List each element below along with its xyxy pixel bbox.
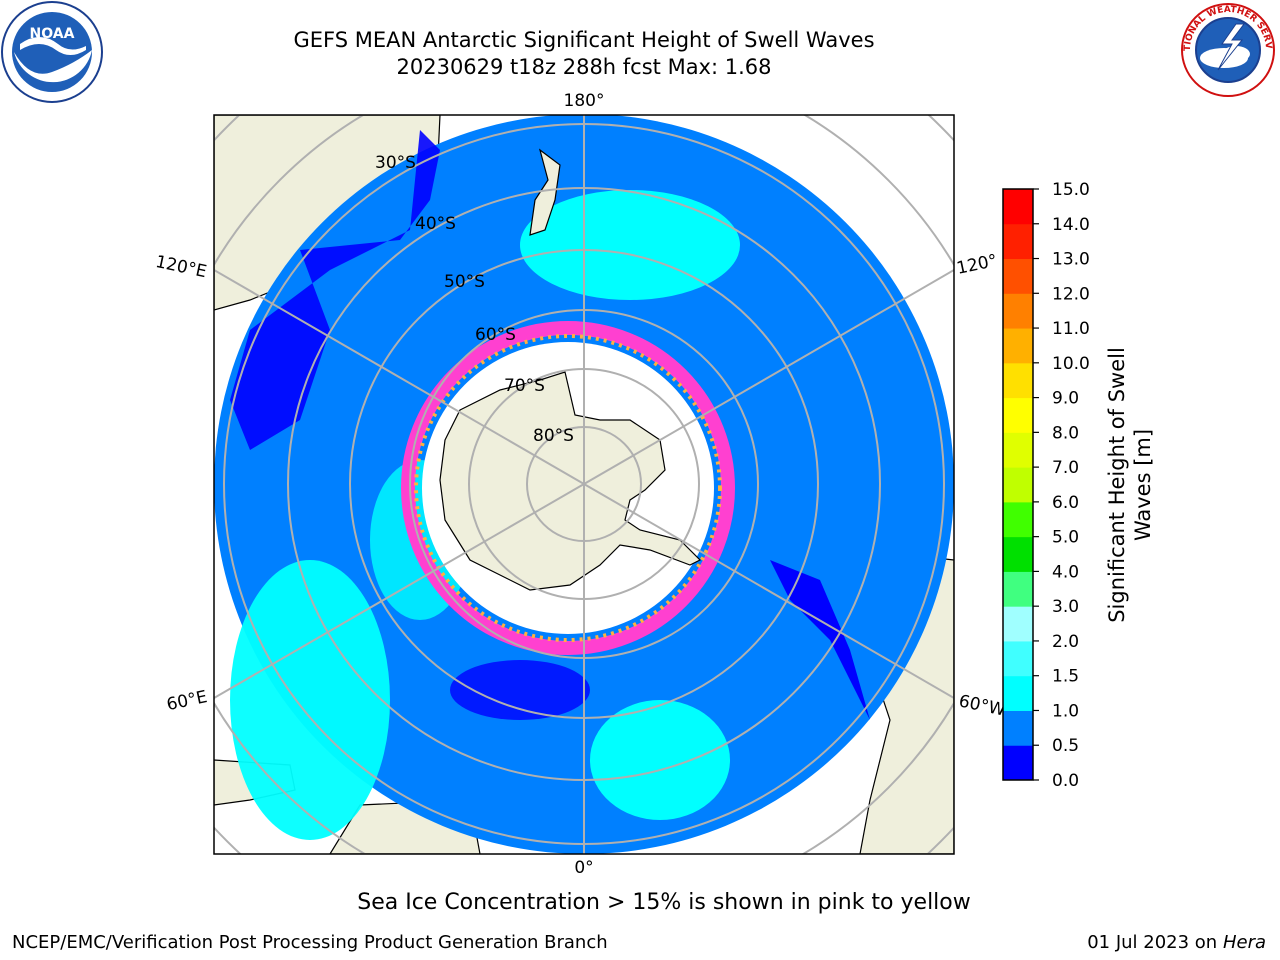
lon-label-60w: 60°W xyxy=(957,691,1007,720)
lon-label-0: 0° xyxy=(574,858,593,878)
colorbar-tick-label: 6.0 xyxy=(1052,493,1079,513)
colorbar-segment xyxy=(1003,432,1033,468)
lat-label-30s: 30°S xyxy=(375,153,416,173)
colorbar-tick-label: 1.5 xyxy=(1052,667,1079,687)
colorbar-tick-label: 0.0 xyxy=(1052,771,1079,791)
colorbar-segment xyxy=(1003,362,1033,399)
colorbar-tick-label: 14.0 xyxy=(1052,215,1090,235)
colorbar-segment xyxy=(1003,293,1033,329)
footer-date: 01 Jul 2023 on Hera xyxy=(1087,932,1266,953)
colorbar-segment xyxy=(1003,710,1033,746)
noaa-logo-text: NOAA xyxy=(30,26,75,42)
colorbar-label-line2: Waves [m] xyxy=(1131,429,1155,541)
colorbar-tick-label: 4.0 xyxy=(1052,562,1079,582)
colorbar-tick-label: 0.5 xyxy=(1052,736,1079,756)
map-subtitle: 20230629 t18z 288h fcst Max: 1.68 xyxy=(396,55,772,79)
colorbar-segment xyxy=(1003,397,1033,433)
colorbar-segment xyxy=(1003,223,1033,260)
graticule xyxy=(214,115,954,854)
colorbar-label-line1: Significant Height of Swell xyxy=(1105,347,1129,623)
lat-label-50s: 50°S xyxy=(444,272,485,292)
lat-label-80s: 80°S xyxy=(533,426,574,446)
colorbar-tick-label: 5.0 xyxy=(1052,528,1079,548)
colorbar-tick-label: 9.0 xyxy=(1052,389,1079,409)
colorbar-tick-label: 7.0 xyxy=(1052,458,1079,478)
sea-ice-note: Sea Ice Concentration > 15% is shown in … xyxy=(357,890,971,915)
new-zealand-land xyxy=(529,148,561,236)
colorbar-segment xyxy=(1003,640,1033,677)
colorbar-tick-label: 1.0 xyxy=(1052,701,1079,721)
colorbar-tick-label: 3.0 xyxy=(1052,597,1079,617)
colorbar-segment xyxy=(1003,536,1033,572)
lon-label-120w: 120° xyxy=(955,251,999,279)
colorbar-tick-label: 13.0 xyxy=(1052,250,1090,270)
sea-ice-edge-inner xyxy=(414,334,722,642)
colorbar-segment xyxy=(1003,571,1033,607)
low-swell-area xyxy=(450,660,590,720)
colorbar-tick-label: 2.0 xyxy=(1052,632,1079,652)
colorbar-segment xyxy=(1003,745,1033,781)
noaa-logo-icon: NOAA xyxy=(1,1,103,103)
low-swell-area xyxy=(770,560,870,720)
lat-label-40s: 40°S xyxy=(415,214,456,234)
colorbar-segment xyxy=(1003,189,1033,225)
lon-label-180: 180° xyxy=(564,91,605,111)
colorbar-segment xyxy=(1003,606,1033,642)
colorbar-segment xyxy=(1003,675,1033,711)
lat-label-60s: 60°S xyxy=(475,325,516,345)
colorbar-segment xyxy=(1003,258,1033,294)
colorbar-tick-label: 8.0 xyxy=(1052,423,1079,443)
map-frame xyxy=(213,114,955,855)
sea-ice-edge xyxy=(401,321,735,655)
colorbar-segment xyxy=(1003,501,1033,538)
colorbar-frame xyxy=(1002,188,1034,781)
footer-credit: NCEP/EMC/Verification Post Processing Pr… xyxy=(12,932,608,953)
colorbar-tick-label: 15.0 xyxy=(1052,180,1090,200)
colorbar: 0.0 0.5 1.0 1.5 2.0 3.0 4.0 5.0 6.0 7.0 8.0 9.0 10.0… xyxy=(1003,180,1090,791)
colorbar-tick-label: 10.0 xyxy=(1052,354,1090,374)
colorbar-segment xyxy=(1003,467,1033,503)
lon-label-120e: 120°E xyxy=(154,252,209,282)
colorbar-tick-label: 12.0 xyxy=(1052,284,1090,304)
colorbar-segment xyxy=(1003,328,1033,364)
swell-patch xyxy=(230,560,390,840)
map-title: GEFS MEAN Antarctic Significant Height o… xyxy=(293,28,875,52)
lon-label-60e: 60°E xyxy=(165,687,209,715)
low-swell-area xyxy=(230,130,440,450)
nws-logo-icon: NATIONAL WEATHER SERVICE xyxy=(1176,0,1275,97)
lat-label-70s: 70°S xyxy=(504,376,545,396)
colorbar-tick-label: 11.0 xyxy=(1052,319,1090,339)
swell-patch xyxy=(590,700,730,820)
